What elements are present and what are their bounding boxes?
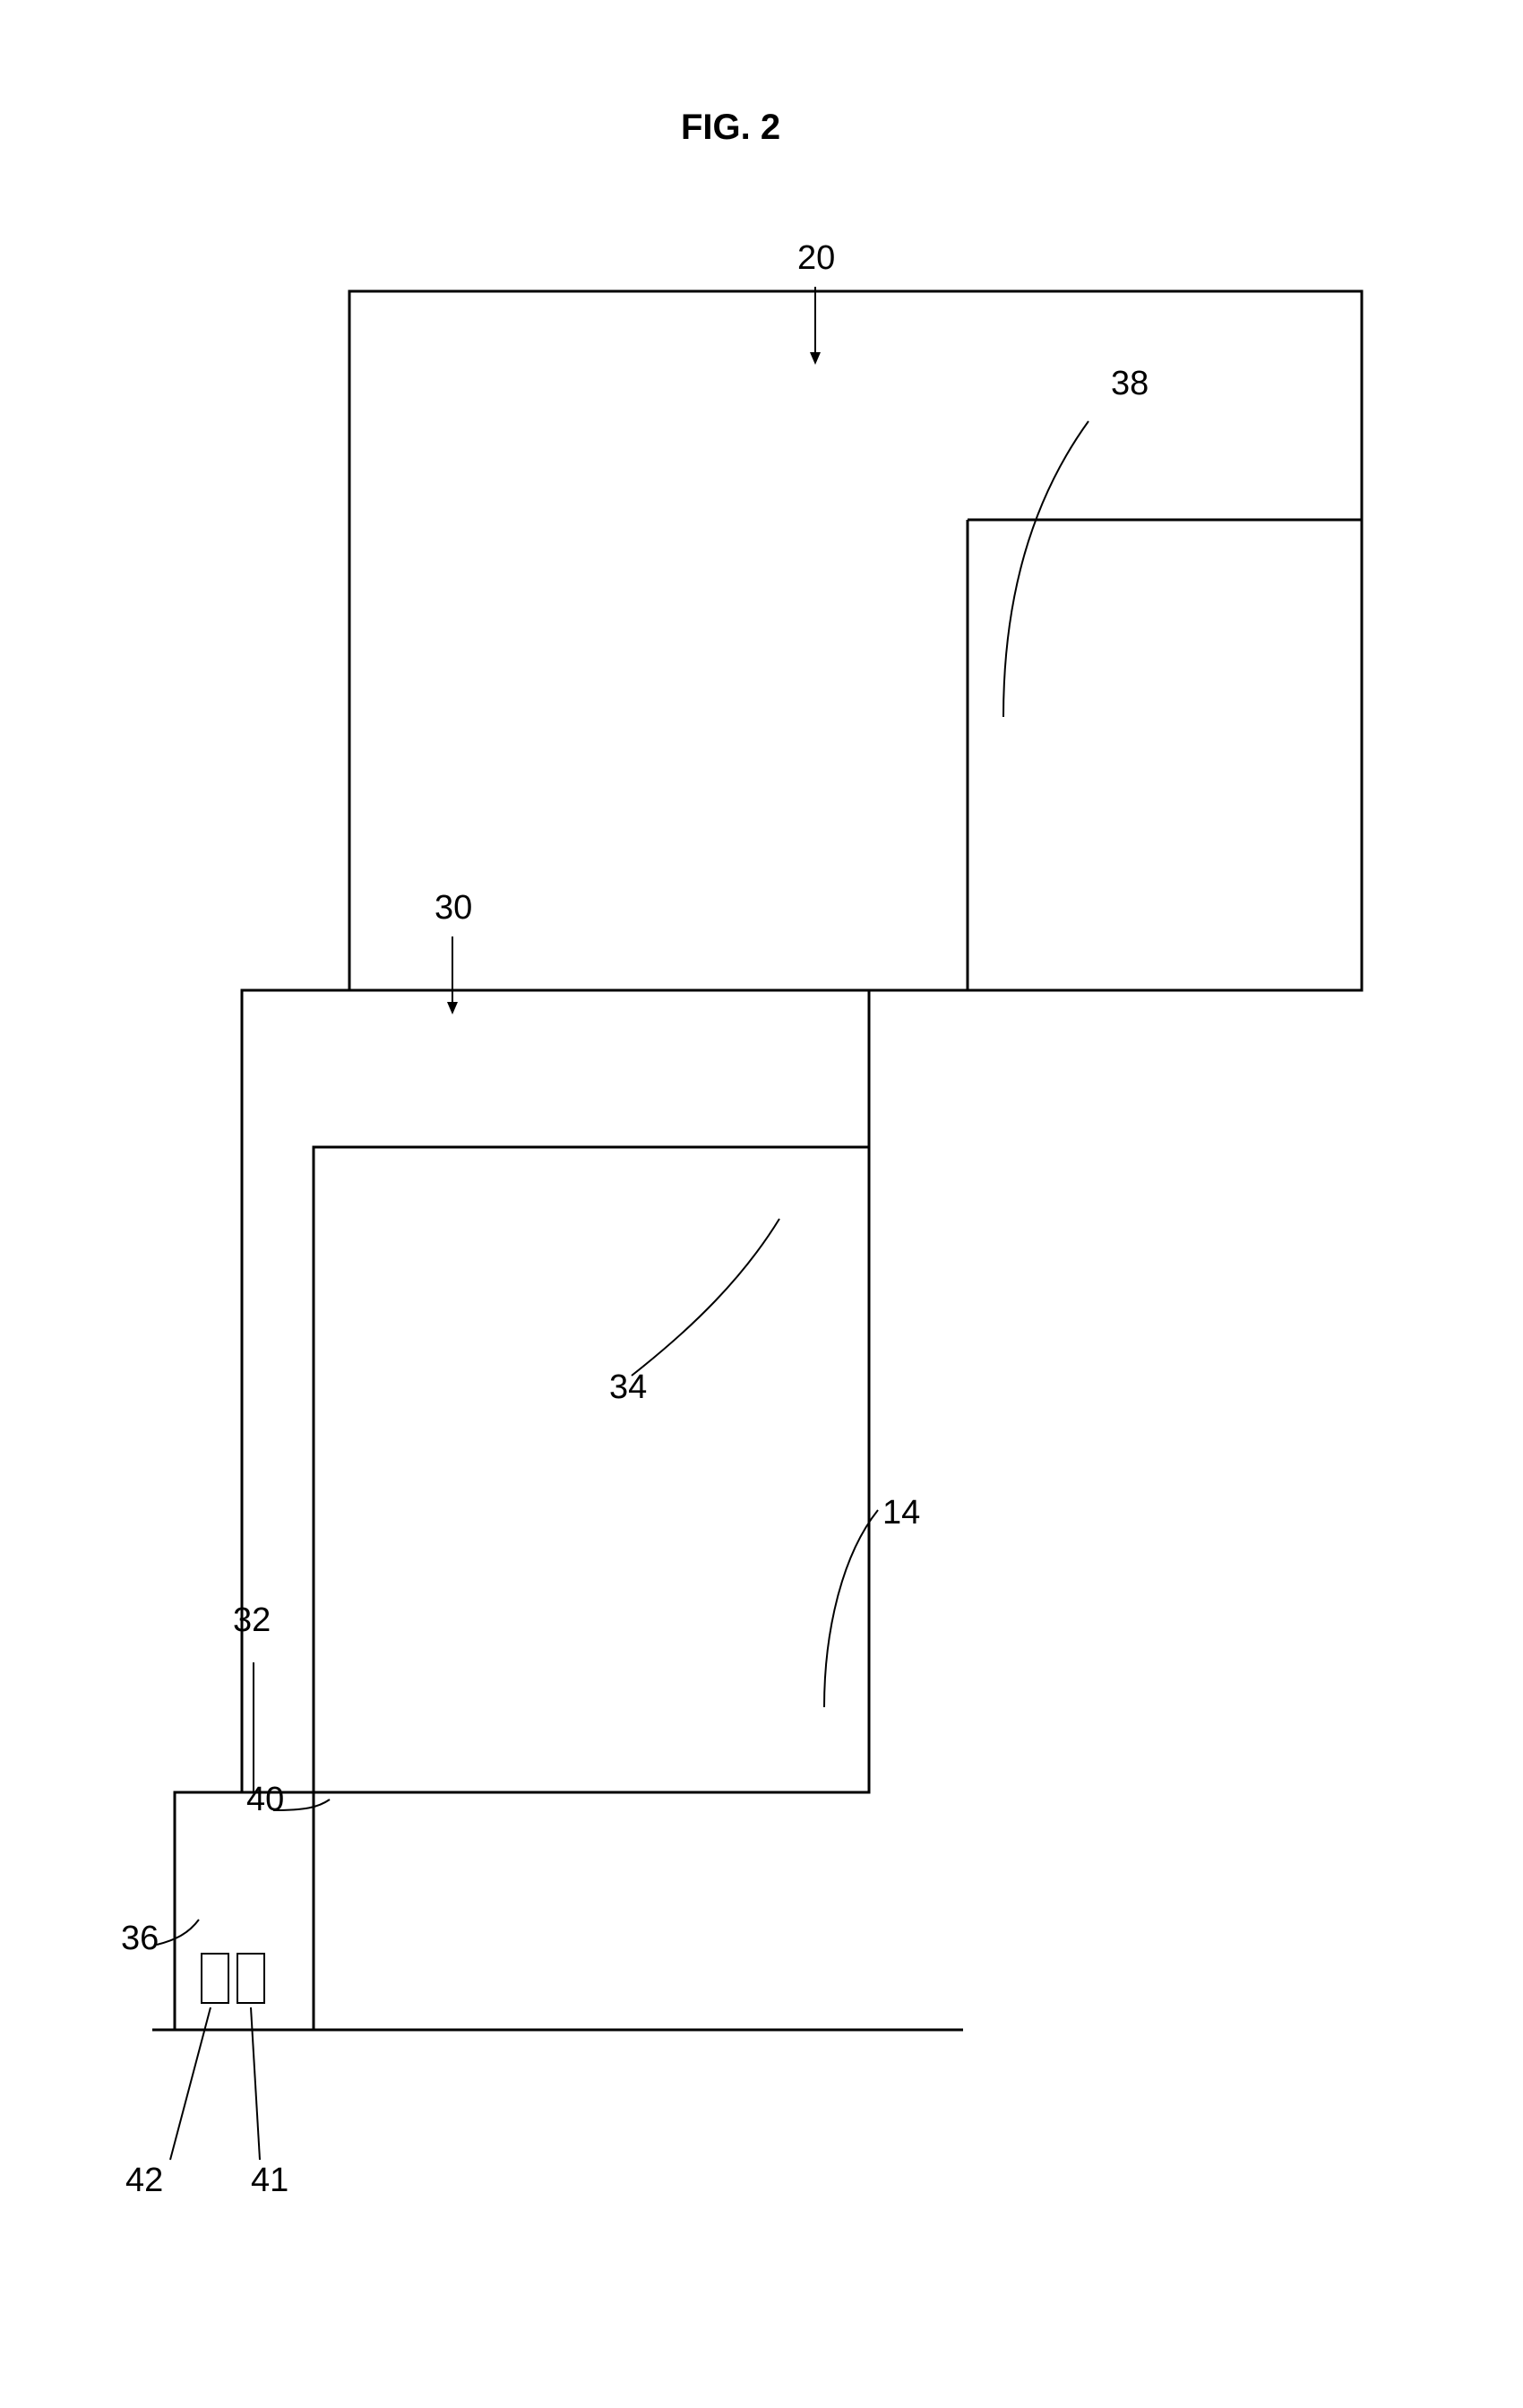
label-20: 20	[797, 239, 835, 277]
pin-41	[237, 1954, 264, 2003]
leader-lead34	[632, 1219, 779, 1376]
label-34: 34	[609, 1368, 647, 1406]
pin-42	[202, 1954, 228, 2003]
label-42: 42	[125, 2162, 163, 2199]
body-20	[349, 291, 1362, 990]
figure-svg: 20 38 30 14 34 32 40 36 41 42	[0, 0, 1523, 2408]
leader-lead38	[1003, 421, 1088, 717]
label-41: 41	[251, 2162, 288, 2199]
label-30: 30	[435, 889, 472, 927]
head-36	[175, 1792, 314, 2030]
leader-lead36	[157, 1920, 199, 1945]
notch-38	[968, 520, 1362, 990]
gap-34	[314, 1147, 869, 1792]
arm-30	[242, 990, 869, 1792]
figure-page: FIG. 2 20383014343240364142	[0, 0, 1523, 2408]
label-32: 32	[233, 1601, 271, 1639]
label-40: 40	[246, 1781, 284, 1818]
label-36: 36	[121, 1920, 159, 1957]
label-14: 14	[882, 1494, 920, 1532]
label-38: 38	[1111, 365, 1149, 402]
